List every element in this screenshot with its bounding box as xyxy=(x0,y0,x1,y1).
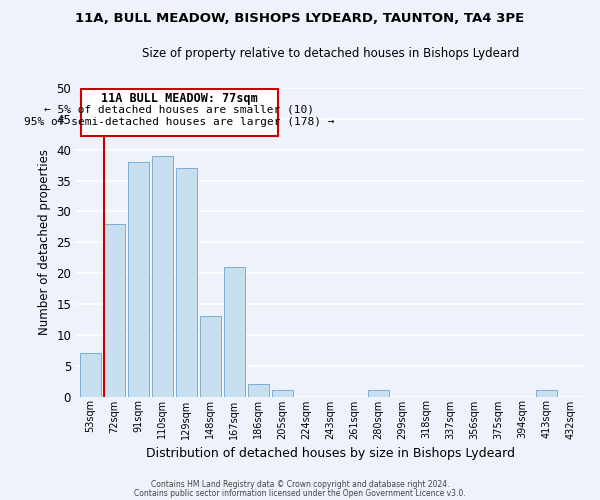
Text: 11A BULL MEADOW: 77sqm: 11A BULL MEADOW: 77sqm xyxy=(101,92,257,105)
Bar xyxy=(272,390,293,396)
Bar xyxy=(176,168,197,396)
Bar xyxy=(200,316,221,396)
Y-axis label: Number of detached properties: Number of detached properties xyxy=(38,150,50,336)
Text: 11A, BULL MEADOW, BISHOPS LYDEARD, TAUNTON, TA4 3PE: 11A, BULL MEADOW, BISHOPS LYDEARD, TAUNT… xyxy=(76,12,524,26)
Text: ← 5% of detached houses are smaller (10): ← 5% of detached houses are smaller (10) xyxy=(44,104,314,115)
Bar xyxy=(104,224,125,396)
Bar xyxy=(152,156,173,396)
Bar xyxy=(80,354,101,397)
Text: 95% of semi-detached houses are larger (178) →: 95% of semi-detached houses are larger (… xyxy=(24,117,334,127)
Bar xyxy=(248,384,269,396)
Text: Contains public sector information licensed under the Open Government Licence v3: Contains public sector information licen… xyxy=(134,488,466,498)
Bar xyxy=(128,162,149,396)
Text: Contains HM Land Registry data © Crown copyright and database right 2024.: Contains HM Land Registry data © Crown c… xyxy=(151,480,449,489)
Bar xyxy=(81,90,278,136)
Bar xyxy=(368,390,389,396)
Title: Size of property relative to detached houses in Bishops Lydeard: Size of property relative to detached ho… xyxy=(142,48,519,60)
X-axis label: Distribution of detached houses by size in Bishops Lydeard: Distribution of detached houses by size … xyxy=(146,447,515,460)
Bar xyxy=(224,267,245,396)
Bar xyxy=(536,390,557,396)
